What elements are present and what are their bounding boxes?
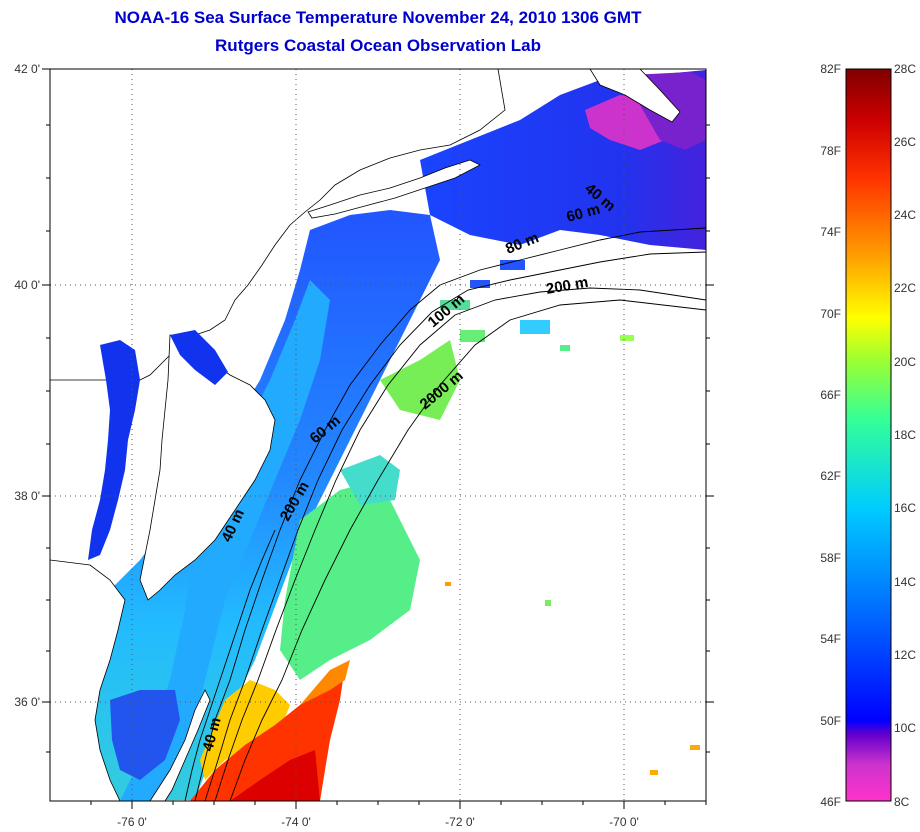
lon-label-76: -76 0' [117, 815, 147, 829]
land-delmarva [139, 334, 276, 601]
cbar-c-22: 22C [894, 281, 916, 295]
cbar-c-28: 28C [894, 62, 916, 76]
longitude-labels: -76 0' -74 0' -72 0' -70 0' [117, 815, 639, 829]
cbar-c-18: 18C [894, 428, 916, 442]
isobath-label-100m: 100 m [425, 291, 469, 331]
cbar-f-66: 66F [820, 388, 841, 402]
cbar-f-46: 46F [820, 795, 841, 809]
sst-slope-green [380, 340, 460, 420]
cbar-f-62: 62F [820, 469, 841, 483]
lat-label-36: 36 0' [14, 695, 40, 709]
bathymetry-contours [184, 227, 707, 802]
map-title: NOAA-16 Sea Surface Temperature November… [114, 8, 642, 27]
cbar-f-82: 82F [820, 62, 841, 76]
land-northeast [50, 69, 506, 381]
cbar-c-20: 20C [894, 355, 916, 369]
colorbar [845, 68, 892, 802]
lon-label-74: -74 0' [281, 815, 311, 829]
cbar-f-74: 74F [820, 225, 841, 239]
lat-label-42: 42 0' [14, 62, 40, 76]
isobath-label-200m-north: 200 m [545, 274, 590, 298]
lon-label-72: -72 0' [445, 815, 475, 829]
sst-warm-yellow [200, 680, 290, 780]
sst-nearshore-band [120, 280, 330, 801]
cbar-c-24: 24C [894, 208, 916, 222]
sst-gulf-stream-core [230, 750, 320, 801]
sst-scattered-pixels [440, 260, 700, 775]
pamlico-sound [110, 690, 180, 780]
delaware-bay [170, 330, 228, 385]
lat-label-38: 38 0' [14, 489, 40, 503]
cbar-c-8: 8C [894, 795, 910, 809]
map-subtitle: Rutgers Coastal Ocean Observation Lab [215, 36, 541, 55]
cbar-f-58: 58F [820, 551, 841, 565]
lon-label-70: -70 0' [609, 815, 639, 829]
axis-ticks [42, 68, 714, 809]
cbar-f-50: 50F [820, 714, 841, 728]
land-cape-cod [589, 69, 681, 123]
cbar-c-14: 14C [894, 575, 916, 589]
graticule [50, 69, 706, 801]
cbar-c-26: 26C [894, 135, 916, 149]
cbar-f-54: 54F [820, 632, 841, 646]
cbar-c-16: 16C [894, 501, 916, 515]
colorbar-fahrenheit-labels: 82F 78F 74F 70F 66F 62F 58F 54F 50F 46F [820, 62, 841, 809]
chesapeake-bay [88, 340, 140, 560]
sst-orange-edge [300, 660, 350, 705]
latitude-labels: 42 0' 40 0' 38 0' 36 0' [14, 62, 40, 709]
cbar-f-70: 70F [820, 307, 841, 321]
cbar-c-12: 12C [894, 648, 916, 662]
cbar-f-78: 78F [820, 144, 841, 158]
land-long-island [307, 159, 481, 219]
colorbar-celsius-labels: 28C 26C 24C 22C 20C 18C 16C 14C 12C 10C … [894, 62, 916, 809]
land-virginia-nc [50, 559, 126, 801]
cbar-c-10: 10C [894, 721, 916, 735]
lat-label-40: 40 0' [14, 278, 40, 292]
land-obx [149, 689, 211, 801]
